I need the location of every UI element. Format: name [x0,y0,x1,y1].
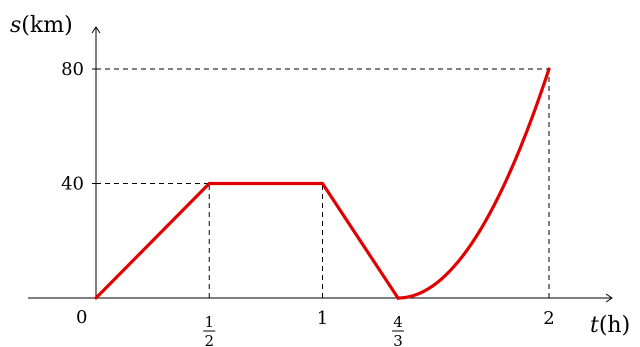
series-line [94,67,551,300]
axes [28,26,613,303]
x-tick-numerator-2: 4 [393,313,403,331]
axis-labels: s(km) t(h) 0 [10,13,630,338]
origin-label: 0 [76,307,87,328]
x-tick-fraction-2: 43 [391,313,404,347]
x-tick-denominator-0: 2 [204,332,214,347]
x-tick-label-3: 2 [543,308,554,329]
x-axis-title: t(h) [590,313,630,338]
x-tick-fraction-0: 12 [203,313,216,347]
y-axis-title: s(km) [10,13,73,38]
x-tick-label-1: 1 [317,308,328,329]
x-tick-numerator-0: 1 [204,313,214,331]
x-axis-arrow [605,293,613,303]
x-tick-denominator-2: 3 [393,332,403,347]
series-curve [94,67,551,300]
y-tick-label-0: 40 [61,174,84,195]
y-tick-label-1: 80 [61,59,84,80]
guide-lines [96,68,550,300]
y-axis-arrow [91,26,101,34]
